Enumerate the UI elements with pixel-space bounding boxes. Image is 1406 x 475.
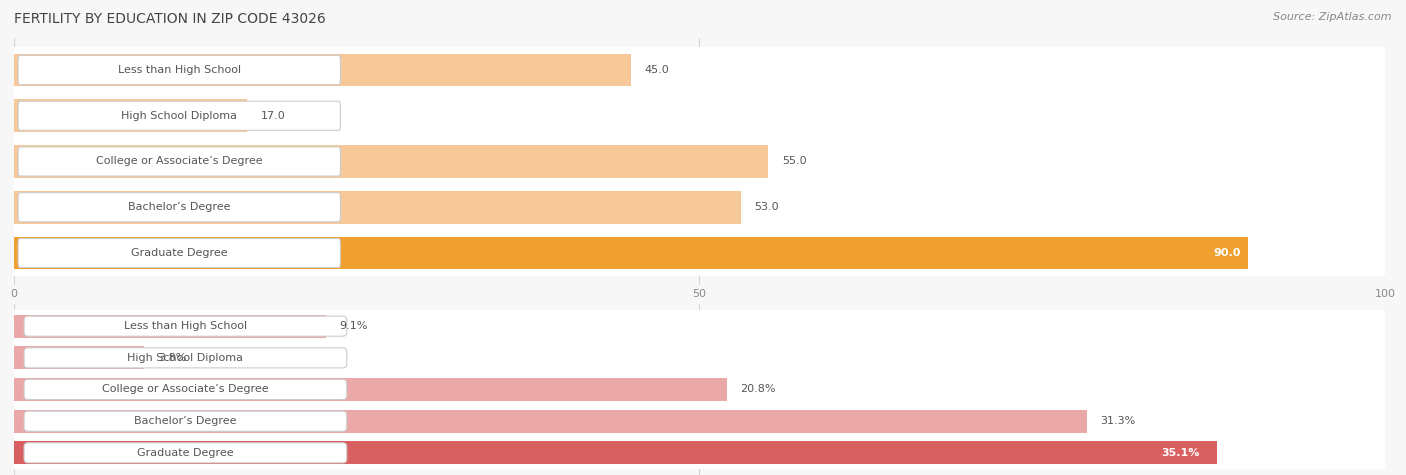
Text: High School Diploma: High School Diploma <box>128 353 243 363</box>
FancyBboxPatch shape <box>18 101 340 130</box>
Text: Less than High School: Less than High School <box>118 65 240 75</box>
FancyBboxPatch shape <box>24 348 347 368</box>
Bar <box>14 139 1385 184</box>
Text: Source: ZipAtlas.com: Source: ZipAtlas.com <box>1274 12 1392 22</box>
Text: 90.0: 90.0 <box>1213 248 1241 258</box>
Text: Bachelor’s Degree: Bachelor’s Degree <box>134 416 236 426</box>
Text: High School Diploma: High School Diploma <box>121 111 238 121</box>
FancyBboxPatch shape <box>24 443 347 463</box>
Text: 53.0: 53.0 <box>754 202 779 212</box>
Text: 9.1%: 9.1% <box>340 321 368 331</box>
Text: Bachelor’s Degree: Bachelor’s Degree <box>128 202 231 212</box>
Text: 45.0: 45.0 <box>644 65 669 75</box>
Bar <box>14 342 1385 374</box>
Bar <box>14 47 1385 93</box>
Bar <box>14 191 741 224</box>
Bar <box>14 441 1218 464</box>
Bar <box>14 374 1385 405</box>
Text: Less than High School: Less than High School <box>124 321 247 331</box>
Bar <box>14 99 247 132</box>
Text: 17.0: 17.0 <box>262 111 285 121</box>
Bar <box>14 410 1087 433</box>
Text: 31.3%: 31.3% <box>1101 416 1136 426</box>
FancyBboxPatch shape <box>18 193 340 222</box>
FancyBboxPatch shape <box>18 238 340 267</box>
Bar <box>14 346 145 369</box>
Bar <box>14 310 1385 342</box>
Text: Graduate Degree: Graduate Degree <box>138 448 233 458</box>
FancyBboxPatch shape <box>24 411 347 431</box>
FancyBboxPatch shape <box>24 380 347 399</box>
Bar <box>14 184 1385 230</box>
Text: Graduate Degree: Graduate Degree <box>131 248 228 258</box>
Text: 55.0: 55.0 <box>782 156 807 167</box>
Bar <box>14 93 1385 139</box>
FancyBboxPatch shape <box>18 56 340 85</box>
Bar <box>14 145 768 178</box>
FancyBboxPatch shape <box>24 316 347 336</box>
Bar <box>14 315 326 338</box>
Text: 20.8%: 20.8% <box>741 384 776 395</box>
Text: FERTILITY BY EDUCATION IN ZIP CODE 43026: FERTILITY BY EDUCATION IN ZIP CODE 43026 <box>14 12 326 26</box>
FancyBboxPatch shape <box>18 147 340 176</box>
Bar <box>14 230 1385 276</box>
Bar <box>14 54 631 86</box>
Bar <box>14 378 727 401</box>
Bar <box>14 237 1249 269</box>
Text: 35.1%: 35.1% <box>1161 448 1199 458</box>
Text: College or Associate’s Degree: College or Associate’s Degree <box>96 156 263 167</box>
Bar <box>14 437 1385 469</box>
Bar <box>14 405 1385 437</box>
Text: College or Associate’s Degree: College or Associate’s Degree <box>103 384 269 395</box>
Text: 3.8%: 3.8% <box>157 353 187 363</box>
